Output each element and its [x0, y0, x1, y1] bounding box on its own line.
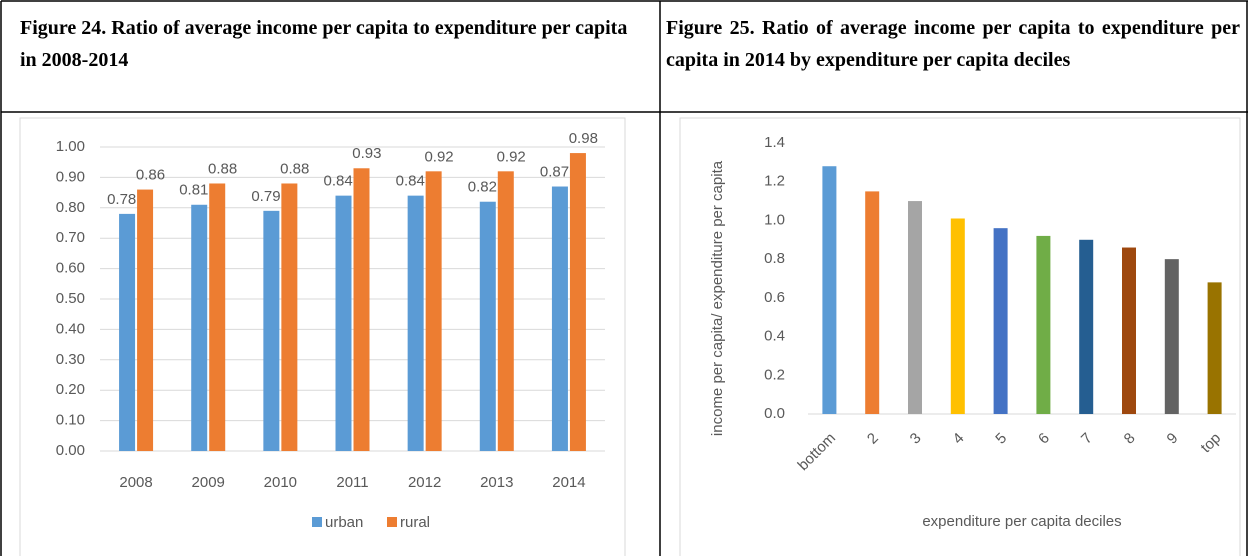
x-tick-label: 7 — [1078, 430, 1096, 448]
chart-frame — [679, 117, 1241, 556]
data-label: 0.81 — [179, 182, 208, 199]
y-tick-label: 1.00 — [56, 138, 85, 155]
y-tick-label: 0.4 — [764, 328, 785, 345]
x-tick-label: 2011 — [336, 474, 368, 491]
x-tick-label: 5 — [992, 430, 1010, 448]
bar — [137, 189, 154, 451]
x-tick-label: 3 — [907, 430, 925, 448]
x-tick-label: 2009 — [192, 474, 225, 491]
data-label: 0.92 — [424, 148, 453, 165]
bar — [569, 153, 586, 451]
x-tick-label: 2013 — [480, 474, 513, 491]
x-tick-label: 2008 — [119, 474, 152, 491]
bar — [497, 171, 514, 451]
y-tick-label: 0.40 — [56, 320, 85, 337]
y-tick-label: 1.2 — [764, 173, 785, 190]
data-label: 0.88 — [280, 160, 309, 177]
bar — [950, 218, 965, 414]
x-axis-title: expenditure per capita deciles — [922, 513, 1121, 530]
y-axis-title: income per capita/ expenditure per capit… — [709, 160, 726, 436]
bar — [1207, 282, 1222, 414]
legend-label: rural — [400, 514, 430, 531]
y-tick-label: 0.70 — [56, 229, 85, 246]
x-tick-label: 2 — [864, 430, 882, 448]
bar — [1079, 239, 1094, 414]
x-tick-label: bottom — [795, 430, 839, 474]
y-tick-label: 0.90 — [56, 168, 85, 185]
chart-frame — [19, 117, 626, 556]
bar — [263, 210, 280, 451]
bar — [425, 171, 442, 451]
data-label: 0.82 — [468, 179, 497, 196]
data-label: 0.88 — [208, 160, 237, 177]
legend-swatch — [387, 517, 397, 527]
bar — [908, 201, 922, 414]
y-tick-label: 1.4 — [764, 134, 785, 151]
y-tick-label: 0.20 — [56, 381, 85, 398]
data-label: 0.93 — [352, 145, 381, 162]
y-tick-label: 0.50 — [56, 290, 85, 307]
figure-title: Figure 25. Ratio of average income per c… — [666, 17, 1240, 71]
bar — [865, 191, 880, 414]
bar — [335, 195, 352, 451]
bar — [209, 183, 226, 452]
bar — [479, 201, 496, 451]
y-tick-label: 0.60 — [56, 260, 85, 277]
bar — [281, 183, 298, 452]
bar — [1164, 259, 1179, 414]
bar — [993, 228, 1008, 414]
x-tick-label: top — [1197, 430, 1224, 457]
x-tick-label: 2012 — [408, 474, 441, 491]
y-tick-label: 0.6 — [764, 289, 785, 306]
data-label: 0.84 — [396, 173, 425, 190]
bar — [1122, 247, 1136, 414]
y-tick-label: 0.00 — [56, 442, 85, 459]
bar — [822, 166, 837, 414]
y-tick-label: 0.2 — [764, 366, 785, 383]
data-label: 0.92 — [497, 148, 526, 165]
data-label: 0.86 — [136, 167, 165, 184]
x-tick-label: 2014 — [552, 474, 585, 491]
y-tick-label: 0.30 — [56, 351, 85, 368]
data-label: 0.79 — [251, 188, 280, 205]
bar — [353, 168, 370, 451]
bar — [119, 213, 136, 451]
figure-title: Figure 24. Ratio of average income per c… — [20, 17, 628, 71]
data-label: 0.78 — [107, 191, 136, 208]
y-tick-label: 0.10 — [56, 412, 85, 429]
bar — [407, 195, 424, 451]
x-tick-label: 8 — [1121, 430, 1139, 448]
x-tick-label: 2010 — [264, 474, 297, 491]
bar — [1036, 235, 1051, 414]
x-tick-label: 4 — [950, 430, 968, 448]
y-tick-label: 0.80 — [56, 199, 85, 216]
data-label: 0.84 — [323, 173, 352, 190]
bar — [191, 204, 208, 451]
bar — [551, 186, 568, 451]
data-label: 0.87 — [540, 163, 569, 180]
x-tick-label: 6 — [1035, 430, 1053, 448]
legend-label: urban — [325, 514, 363, 531]
y-tick-label: 0.8 — [764, 250, 785, 267]
y-tick-label: 1.0 — [764, 211, 785, 228]
legend-swatch — [312, 517, 322, 527]
x-tick-label: 9 — [1164, 430, 1182, 448]
y-tick-label: 0.0 — [764, 405, 785, 422]
data-label: 0.98 — [569, 130, 598, 147]
